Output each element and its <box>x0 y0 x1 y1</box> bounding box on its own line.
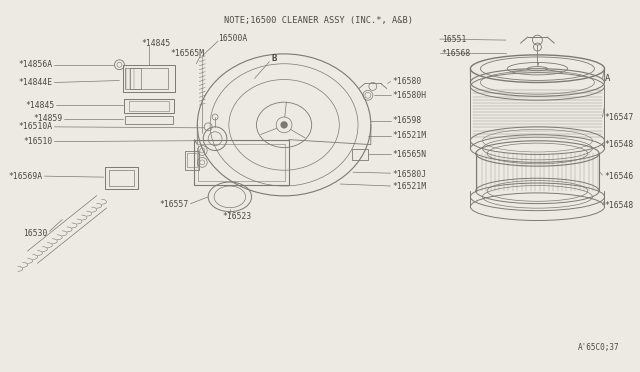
Text: *16565M: *16565M <box>171 49 205 58</box>
Bar <box>195 140 289 185</box>
Text: *16565N: *16565N <box>392 150 427 159</box>
Text: *16598: *16598 <box>392 116 422 125</box>
Text: *14859: *14859 <box>33 115 62 124</box>
Text: *16510: *16510 <box>23 137 52 146</box>
Text: *14844E: *14844E <box>19 78 52 87</box>
Bar <box>198 144 285 181</box>
Text: *16548: *16548 <box>605 140 634 149</box>
Bar <box>105 167 138 189</box>
Text: *16547: *16547 <box>605 113 634 122</box>
Text: *16569A: *16569A <box>8 171 42 181</box>
Text: *16557: *16557 <box>159 200 188 209</box>
Text: *16580H: *16580H <box>392 91 427 100</box>
Bar <box>124 65 175 92</box>
Bar <box>109 170 134 186</box>
Circle shape <box>281 122 287 128</box>
Bar <box>125 116 173 124</box>
Text: 16530: 16530 <box>23 229 47 238</box>
Text: *14845: *14845 <box>25 101 54 110</box>
Text: *16521M: *16521M <box>392 183 427 192</box>
Text: NOTE;16500 CLEANER ASSY (INC.*, A&B): NOTE;16500 CLEANER ASSY (INC.*, A&B) <box>224 16 413 25</box>
Text: *14856A: *14856A <box>19 60 52 69</box>
Bar <box>131 68 168 89</box>
Bar <box>188 154 197 167</box>
Text: *16568: *16568 <box>442 49 471 58</box>
Text: *16523: *16523 <box>222 212 252 221</box>
Bar <box>125 68 141 89</box>
Text: *16521M: *16521M <box>392 131 427 140</box>
Bar <box>352 148 368 160</box>
Text: A'65C0;37: A'65C0;37 <box>578 343 620 352</box>
Text: 16500A: 16500A <box>218 33 247 43</box>
Text: *16580J: *16580J <box>392 170 427 179</box>
Text: A: A <box>605 74 610 83</box>
Text: B: B <box>271 54 276 63</box>
Bar <box>129 101 169 111</box>
Text: *16548: *16548 <box>605 201 634 210</box>
Bar <box>186 151 199 170</box>
Text: *16510A: *16510A <box>19 122 52 131</box>
Text: *14845: *14845 <box>141 39 170 48</box>
Bar <box>124 99 173 113</box>
Text: *16580: *16580 <box>392 77 422 86</box>
Text: *16546: *16546 <box>605 171 634 181</box>
Text: 16551: 16551 <box>442 35 466 44</box>
